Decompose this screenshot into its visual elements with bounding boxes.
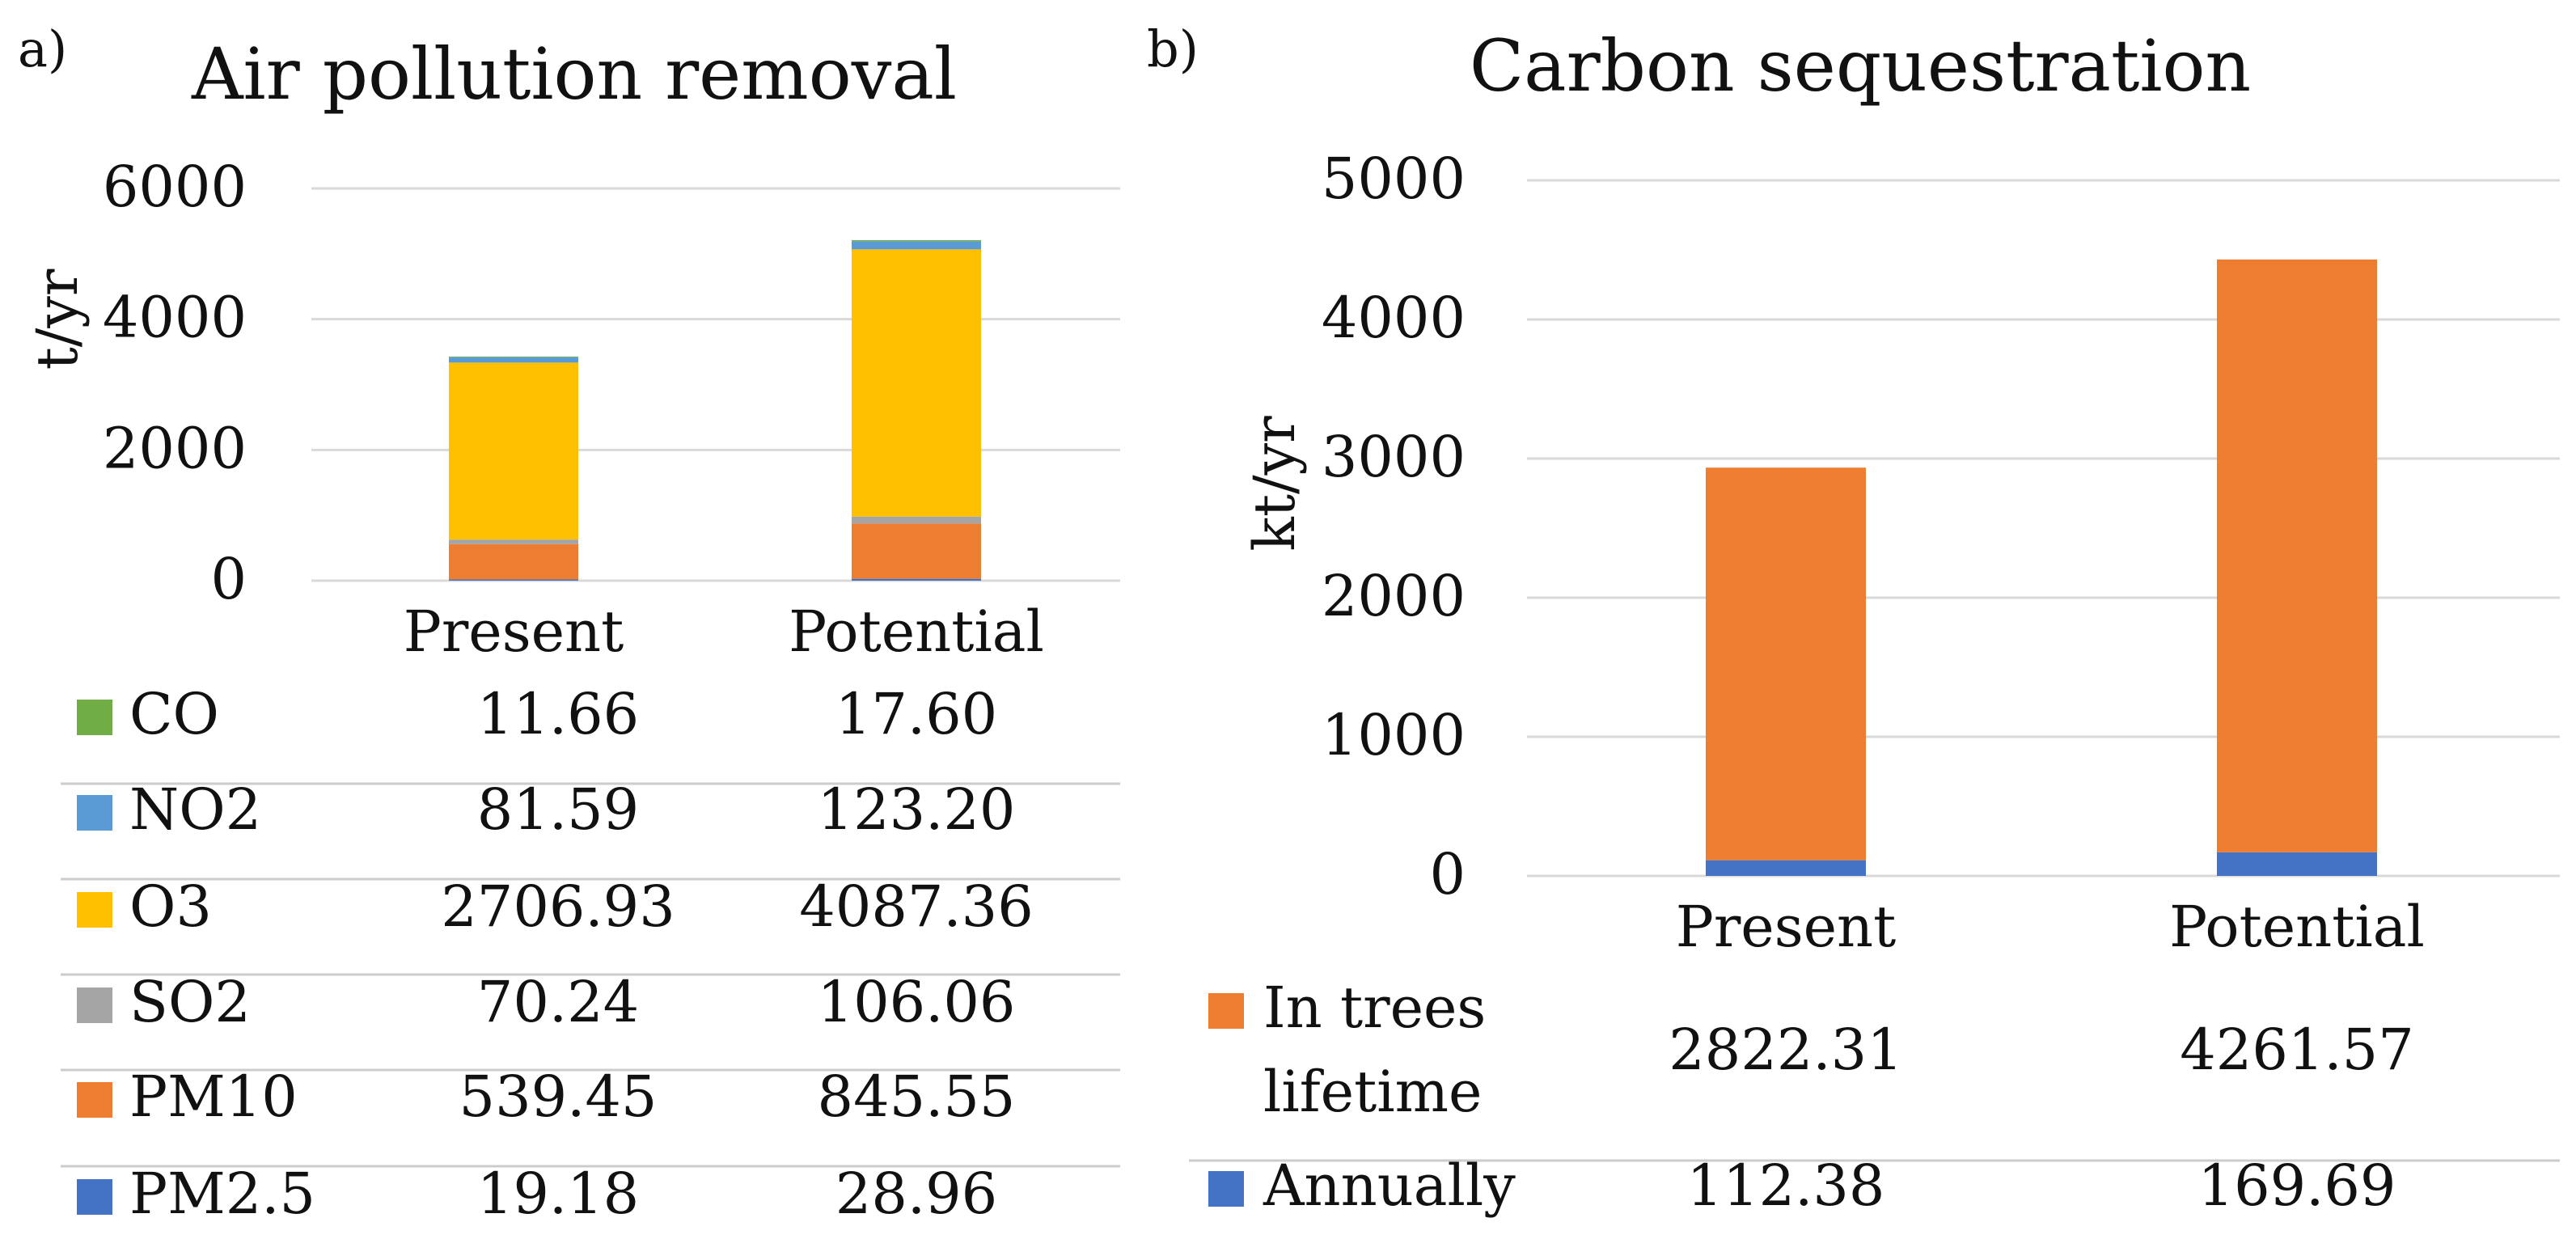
table-cell-value: 17.60	[835, 681, 997, 747]
legend-swatch	[77, 1082, 112, 1118]
table-cell-value: 81.59	[477, 776, 639, 843]
legend-swatch	[77, 987, 112, 1023]
legend-swatch	[1208, 1171, 1244, 1207]
panel-a-y-tick-labels: 0 2000 4000 6000	[103, 154, 247, 612]
y-tick-label: 4000	[103, 285, 247, 351]
panel-b-carbon-sequestration: b) Carbon sequestration kt/yr 0 1000 2000 3…	[1147, 19, 2560, 1219]
category-label: Potential	[789, 598, 1044, 665]
panel-a-bars	[449, 239, 981, 581]
category-label: Present	[1676, 894, 1897, 960]
bar-segment-o3-potential	[852, 249, 981, 517]
table-cell-value: 70.24	[477, 969, 639, 1035]
panel-b-data-table: In trees lifetime 2822.31 4261.57 Annually 11…	[1189, 975, 2560, 1219]
legend-label: CO	[129, 681, 219, 747]
panel-b-y-axis-title: kt/yr	[1241, 416, 1308, 552]
table-cell-value: 123.20	[818, 776, 1016, 843]
bar-segment-in-trees-lifetime-potential	[2217, 259, 2377, 852]
table-cell-value: 169.69	[2198, 1152, 2396, 1219]
category-label: Present	[404, 598, 624, 665]
table-cell-value: 539.45	[459, 1064, 658, 1130]
bar-segment-annually-potential	[2217, 852, 2377, 876]
legend-label: In trees	[1263, 975, 1486, 1041]
legend-swatch	[77, 700, 112, 735]
panel-b-title: Carbon sequestration	[1470, 24, 2251, 108]
panel-a-label: a)	[18, 19, 67, 78]
y-tick-label: 3000	[1322, 424, 1466, 490]
legend-label: O3	[129, 873, 212, 940]
table-cell-value: 845.55	[818, 1064, 1016, 1130]
legend-label: PM10	[129, 1064, 298, 1130]
y-tick-label: 0	[1429, 841, 1466, 907]
bar-segment-pm2-5-present	[449, 579, 578, 581]
bar-segment-no2-present	[449, 357, 578, 363]
table-cell-value: 2706.93	[441, 873, 675, 940]
table-cell-value: 2822.31	[1669, 1017, 1902, 1083]
bar-segment-o3-present	[449, 362, 578, 540]
bar-segment-pm10-potential	[852, 523, 981, 579]
panel-b-y-tick-labels: 0 1000 2000 3000 4000 5000	[1322, 146, 1466, 907]
panel-b-category-labels: Present Potential	[1676, 894, 2425, 960]
bar-segment-so2-potential	[852, 516, 981, 524]
y-tick-label: 2000	[1322, 563, 1466, 629]
y-tick-label: 5000	[1322, 146, 1466, 212]
table-cell-value: 4087.36	[799, 873, 1033, 940]
bar-segment-pm10-present	[449, 543, 578, 580]
legend-swatch	[1208, 993, 1244, 1029]
table-cell-value: 4261.57	[2180, 1017, 2413, 1083]
bar-segment-in-trees-lifetime-present	[1706, 467, 1866, 861]
panel-b-bars	[1706, 259, 2377, 876]
bar-segment-co-potential	[852, 239, 981, 242]
bar-segment-pm2-5-potential	[852, 578, 981, 581]
table-cell-value: 106.06	[818, 969, 1016, 1035]
legend-label: Annually	[1263, 1152, 1516, 1219]
legend-swatch	[77, 892, 112, 928]
legend-swatch	[77, 795, 112, 831]
panel-a-title: Air pollution removal	[191, 32, 957, 116]
legend-label: lifetime	[1263, 1059, 1482, 1125]
y-tick-label: 4000	[1322, 285, 1466, 351]
panel-a-air-pollution: a) Air pollution removal t/yr 0 2000 4000 6…	[18, 19, 1120, 1227]
category-label: Potential	[2169, 894, 2425, 960]
bar-segment-so2-present	[449, 539, 578, 544]
panel-a-y-axis-title: t/yr	[24, 269, 91, 370]
y-tick-label: 2000	[103, 415, 247, 481]
table-cell-value: 19.18	[477, 1161, 639, 1227]
table-cell-value: 112.38	[1687, 1152, 1885, 1219]
legend-label: SO2	[129, 969, 251, 1035]
bar-segment-no2-potential	[852, 241, 981, 250]
panel-a-category-labels: Present Potential	[404, 598, 1044, 665]
panel-a-data-table: CO 11.66 17.60 NO2 81.59 123.20 O3 2706.93 4087.…	[61, 681, 1120, 1227]
y-tick-label: 6000	[103, 154, 247, 220]
panel-b-gridlines	[1527, 179, 2560, 878]
legend-label: PM2.5	[129, 1161, 315, 1227]
table-cell-value: 11.66	[477, 681, 639, 747]
legend-swatch	[77, 1179, 112, 1215]
panel-b-label: b)	[1147, 19, 1199, 78]
legend-label: NO2	[129, 776, 261, 843]
y-tick-label: 1000	[1322, 702, 1466, 768]
table-cell-value: 28.96	[835, 1161, 997, 1227]
y-tick-label: 0	[210, 546, 247, 612]
bar-segment-annually-present	[1706, 860, 1866, 876]
panel-a-gridlines	[311, 187, 1120, 582]
